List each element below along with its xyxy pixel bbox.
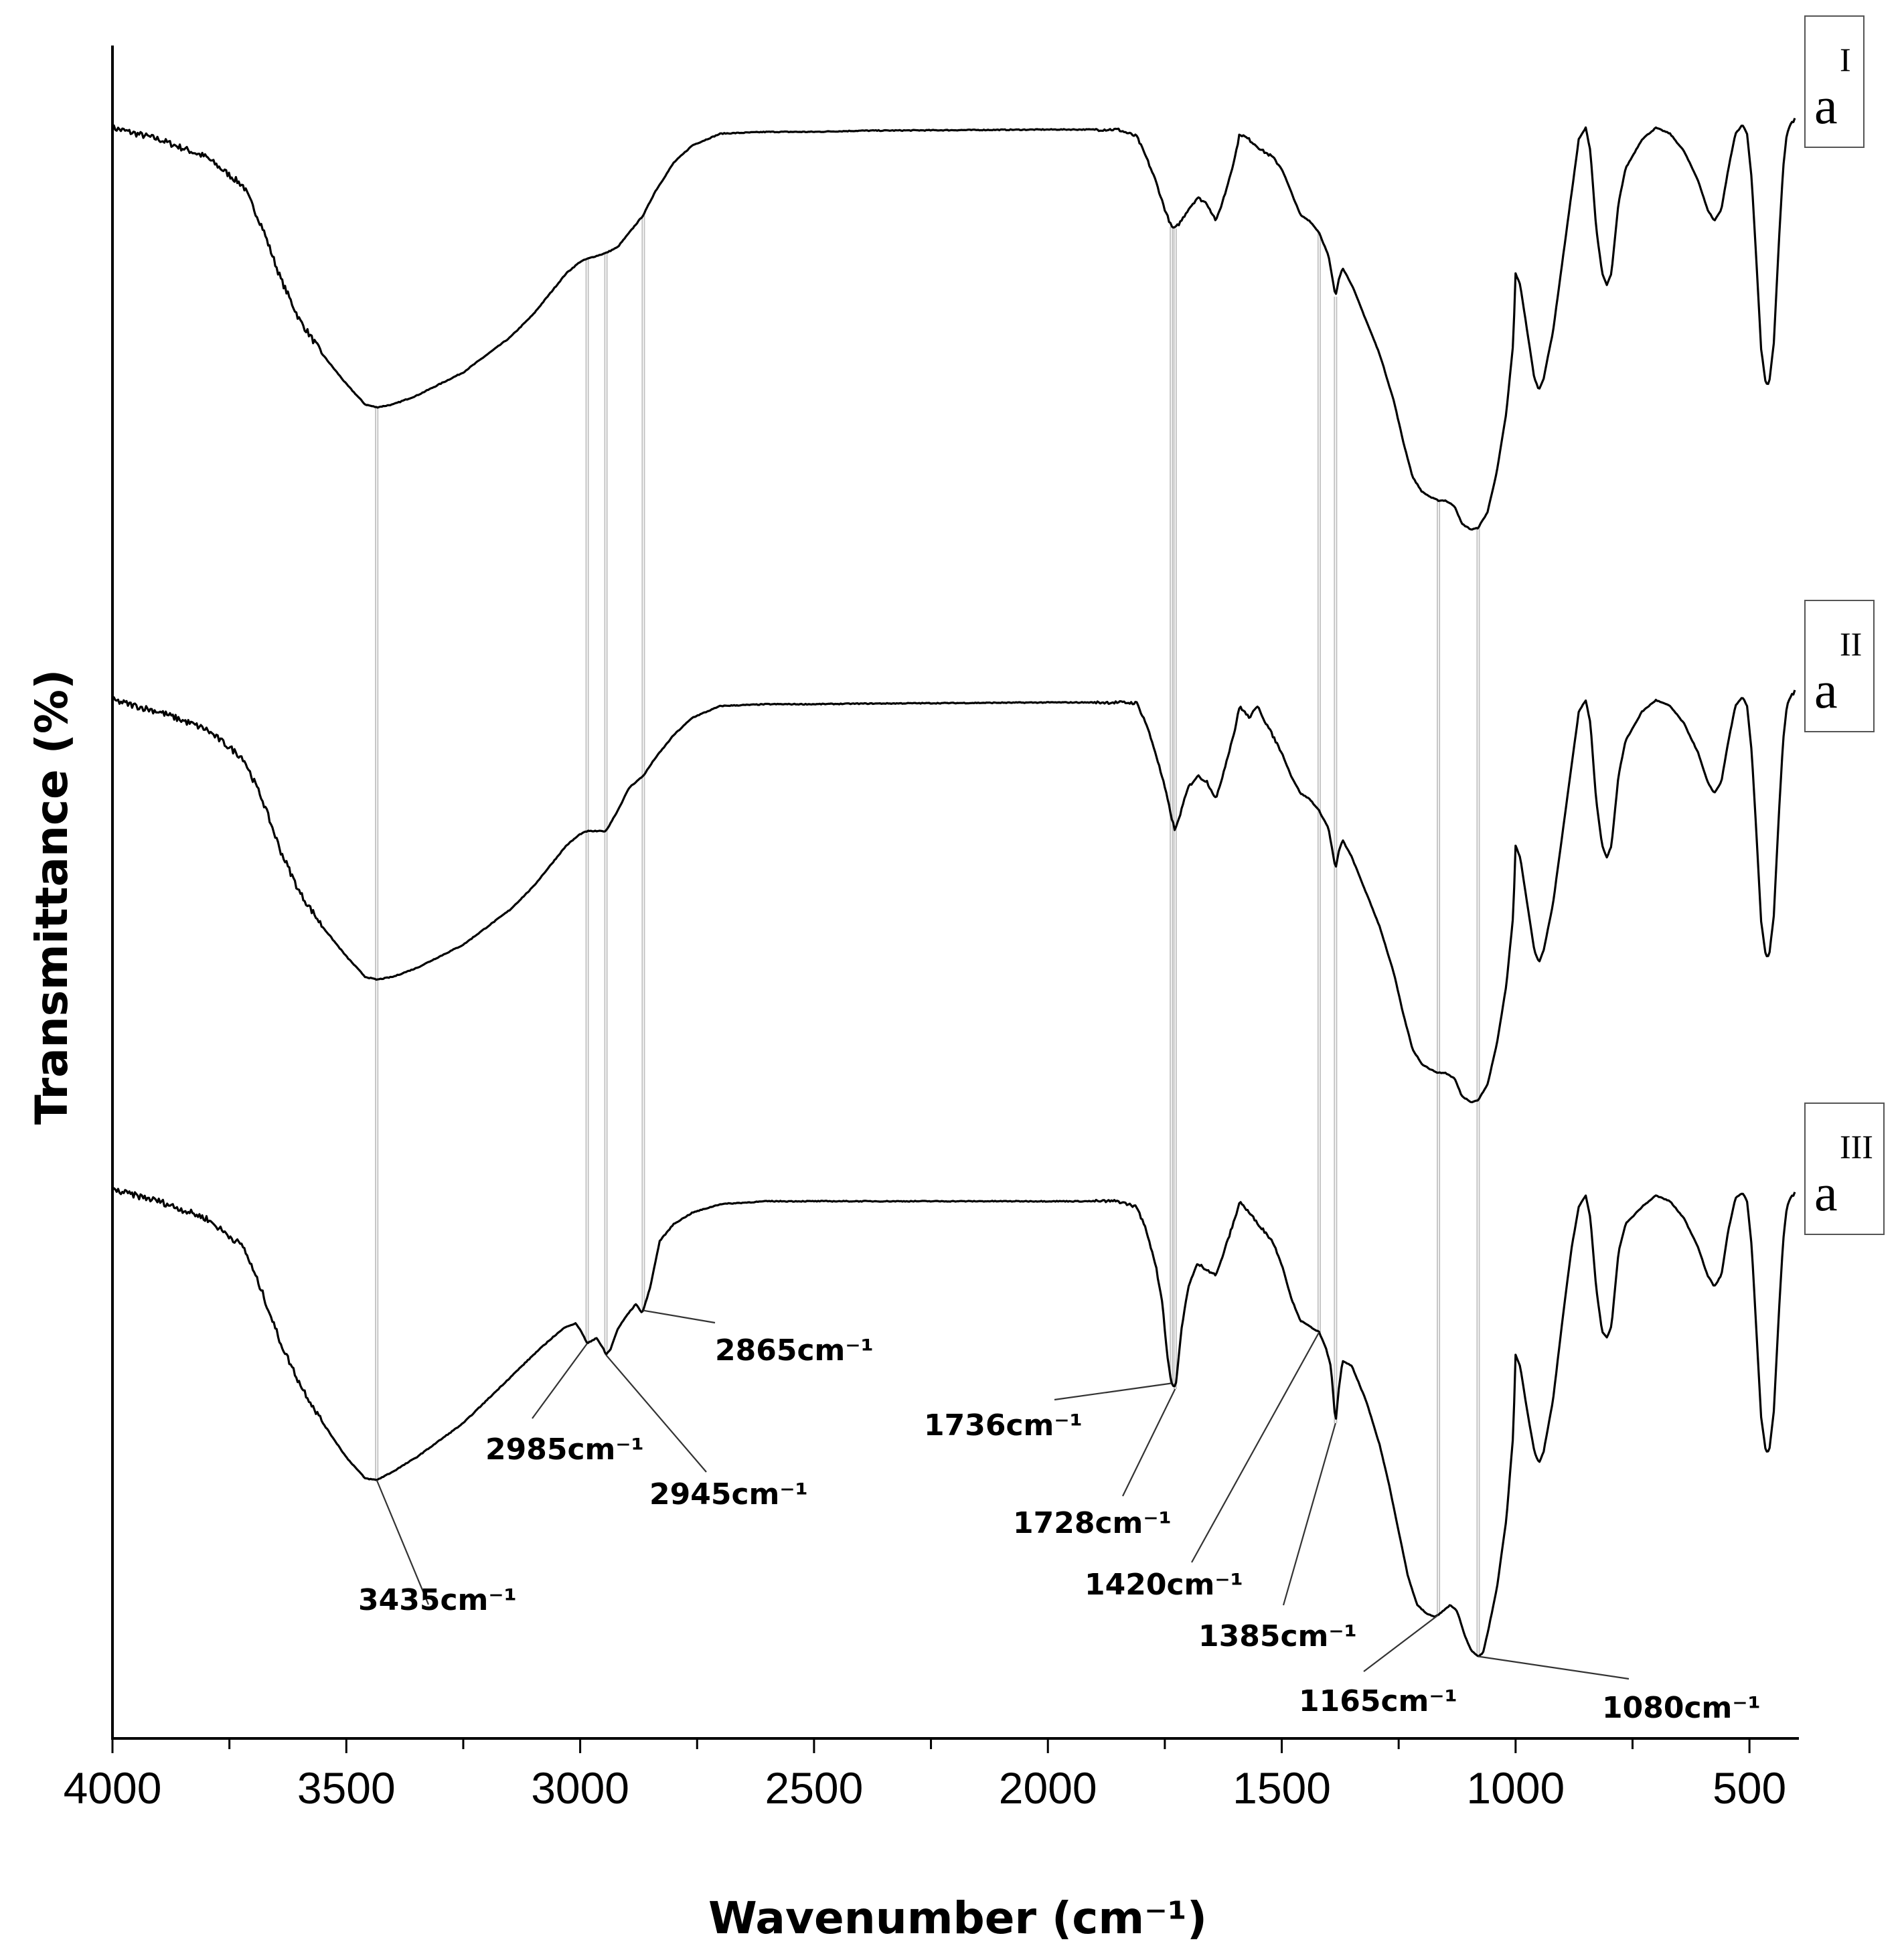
annotation-leader [1478, 1655, 1630, 1680]
annotation-label: 3435cm⁻¹ [358, 1583, 517, 1617]
annotation: 1385cm⁻¹ [1198, 1422, 1357, 1653]
annotation: 1420cm⁻¹ [1085, 1331, 1320, 1602]
spectra [111, 117, 1796, 1657]
annotation-leader [1122, 1388, 1176, 1497]
annotation-leader [1282, 1422, 1336, 1606]
x-ticks: 4000 3500 3000 2500 2000 1500 1000 500 [64, 1738, 1786, 1813]
annotation: 1736cm⁻¹ [924, 1382, 1172, 1443]
axes [111, 46, 1799, 1740]
x-tick-label: 3500 [297, 1763, 396, 1813]
annotation-label: 2985cm⁻¹ [485, 1433, 644, 1467]
panel-label-base: a [1814, 661, 1838, 719]
annotation-leader [1191, 1331, 1320, 1563]
spectrum-a-II [112, 689, 1796, 1104]
annotation-leader [376, 1479, 430, 1605]
annotation-label: 2865cm⁻¹ [715, 1333, 874, 1368]
panel-label-sup: I [1840, 41, 1851, 78]
x-axis-title: Wavenumber (cm⁻¹) [708, 1892, 1207, 1944]
annotation: 3435cm⁻¹ [358, 1479, 517, 1617]
annotation: 2985cm⁻¹ [485, 1343, 644, 1467]
reference-lines [375, 215, 1480, 1657]
annotation-label: 2945cm⁻¹ [649, 1477, 808, 1512]
annotation-label: 1728cm⁻¹ [1013, 1506, 1172, 1540]
panel-label-sup: III [1840, 1128, 1873, 1165]
panel-label-box [1804, 15, 1865, 148]
spectrum-a-I [111, 117, 1796, 531]
annotation: 1728cm⁻¹ [1013, 1388, 1176, 1540]
panel-label-II: aII [1804, 600, 1875, 732]
annotation: 1080cm⁻¹ [1478, 1655, 1761, 1725]
annotation-label: 1420cm⁻¹ [1085, 1568, 1243, 1602]
annotation-label: 1736cm⁻¹ [924, 1408, 1083, 1443]
annotation-leader [1363, 1614, 1439, 1672]
spectrum-a-III [111, 1187, 1796, 1657]
x-tick-label: 3000 [531, 1763, 629, 1813]
panel-label-box [1804, 600, 1875, 732]
panel-label-base: a [1814, 76, 1838, 135]
annotation: 2945cm⁻¹ [605, 1354, 808, 1512]
x-tick-label: 500 [1713, 1763, 1786, 1813]
panel-label-I: aI [1804, 15, 1865, 148]
x-tick-label: 1500 [1233, 1763, 1331, 1813]
x-tick-label: 4000 [64, 1763, 162, 1813]
annotation: 2865cm⁻¹ [643, 1309, 874, 1368]
annotation-label: 1165cm⁻¹ [1299, 1684, 1457, 1718]
annotation-leader [605, 1354, 707, 1473]
annotation-leader [643, 1309, 716, 1324]
x-tick-label: 1000 [1466, 1763, 1565, 1813]
annotation-leader [1054, 1382, 1172, 1401]
panel-label-box [1804, 1102, 1885, 1235]
y-axis-title: Transmittance (%) [26, 669, 78, 1125]
annotation-label: 1385cm⁻¹ [1198, 1619, 1357, 1653]
panel-label-sup: II [1840, 625, 1862, 663]
annotation-leader [532, 1343, 588, 1419]
x-tick-label: 2000 [999, 1763, 1097, 1813]
x-tick-label: 2500 [765, 1763, 864, 1813]
annotation: 1165cm⁻¹ [1299, 1614, 1457, 1718]
annotation-label: 1080cm⁻¹ [1602, 1691, 1761, 1725]
panel-label-base: a [1814, 1163, 1838, 1222]
